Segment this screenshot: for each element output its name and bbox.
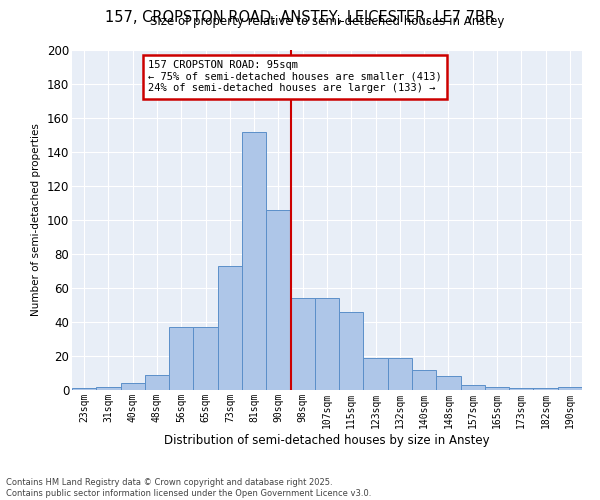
Bar xyxy=(509,388,533,390)
Bar xyxy=(412,370,436,390)
Bar xyxy=(242,132,266,390)
Bar xyxy=(169,327,193,390)
Bar xyxy=(461,385,485,390)
Bar xyxy=(533,388,558,390)
Bar xyxy=(266,210,290,390)
Bar xyxy=(315,298,339,390)
Bar xyxy=(145,374,169,390)
Bar xyxy=(436,376,461,390)
Text: 157 CROPSTON ROAD: 95sqm
← 75% of semi-detached houses are smaller (413)
24% of : 157 CROPSTON ROAD: 95sqm ← 75% of semi-d… xyxy=(149,60,442,94)
Bar xyxy=(193,327,218,390)
Bar xyxy=(96,386,121,390)
Text: 157, CROPSTON ROAD, ANSTEY, LEICESTER, LE7 7BR: 157, CROPSTON ROAD, ANSTEY, LEICESTER, L… xyxy=(105,10,495,25)
Bar xyxy=(290,298,315,390)
X-axis label: Distribution of semi-detached houses by size in Anstey: Distribution of semi-detached houses by … xyxy=(164,434,490,446)
Bar xyxy=(339,312,364,390)
Bar xyxy=(364,358,388,390)
Bar xyxy=(388,358,412,390)
Text: Contains HM Land Registry data © Crown copyright and database right 2025.
Contai: Contains HM Land Registry data © Crown c… xyxy=(6,478,371,498)
Bar xyxy=(485,386,509,390)
Bar xyxy=(72,388,96,390)
Bar xyxy=(218,266,242,390)
Bar xyxy=(558,386,582,390)
Bar xyxy=(121,383,145,390)
Y-axis label: Number of semi-detached properties: Number of semi-detached properties xyxy=(31,124,41,316)
Title: Size of property relative to semi-detached houses in Anstey: Size of property relative to semi-detach… xyxy=(150,15,504,28)
